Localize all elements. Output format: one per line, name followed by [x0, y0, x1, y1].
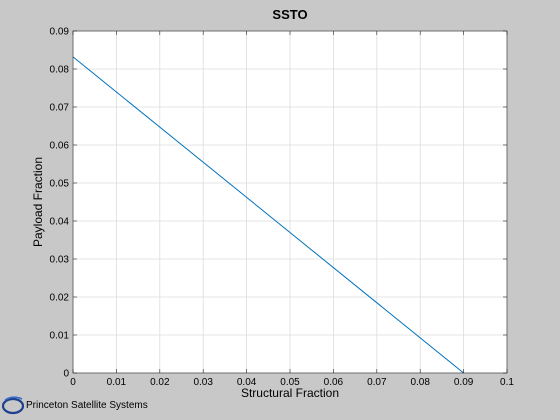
y-tick-label: 0.09	[50, 27, 70, 38]
psslogo-icon	[2, 396, 24, 415]
y-tick-label: 0.02	[50, 293, 70, 304]
y-tick-label: 0.06	[50, 141, 70, 152]
y-tick-label: 0.04	[50, 217, 70, 228]
logo-text: Princeton Satellite Systems	[26, 399, 148, 411]
x-tick-label: 0.05	[280, 377, 300, 388]
x-tick-label: 0	[70, 377, 76, 388]
y-tick-label: 0.07	[50, 103, 70, 114]
x-tick-label: 0.01	[107, 377, 127, 388]
x-axis-label: Structural Fraction	[241, 386, 339, 400]
x-tick-label: 0.09	[454, 377, 474, 388]
y-tick-label: 0	[63, 369, 69, 380]
y-tick-label: 0.08	[50, 65, 70, 76]
x-tick-label: 0.06	[324, 377, 344, 388]
series-line-0	[72, 56, 464, 374]
series-layer	[72, 56, 464, 374]
x-tick-label: 0.08	[410, 377, 430, 388]
logo: Princeton Satellite Systems	[2, 393, 148, 417]
x-tick-label: 0.03	[193, 377, 213, 388]
x-tick-label: 0.1	[500, 377, 514, 388]
y-tick-label: 0.01	[50, 331, 70, 342]
y-tick-label: 0.03	[50, 255, 70, 266]
ticks: 0 0.01 0.02 0.03 0.04 0.05 0.06 0.07 0.08 0.09 0.1…	[50, 27, 515, 389]
x-tick-label: 0.04	[237, 377, 257, 388]
y-tick-label: 0.05	[50, 179, 70, 190]
x-tick-label: 0.02	[150, 377, 170, 388]
y-axis-label: Payload Fraction	[31, 157, 45, 247]
x-tick-label: 0.07	[367, 377, 387, 388]
chart-title: SSTO	[272, 7, 307, 22]
